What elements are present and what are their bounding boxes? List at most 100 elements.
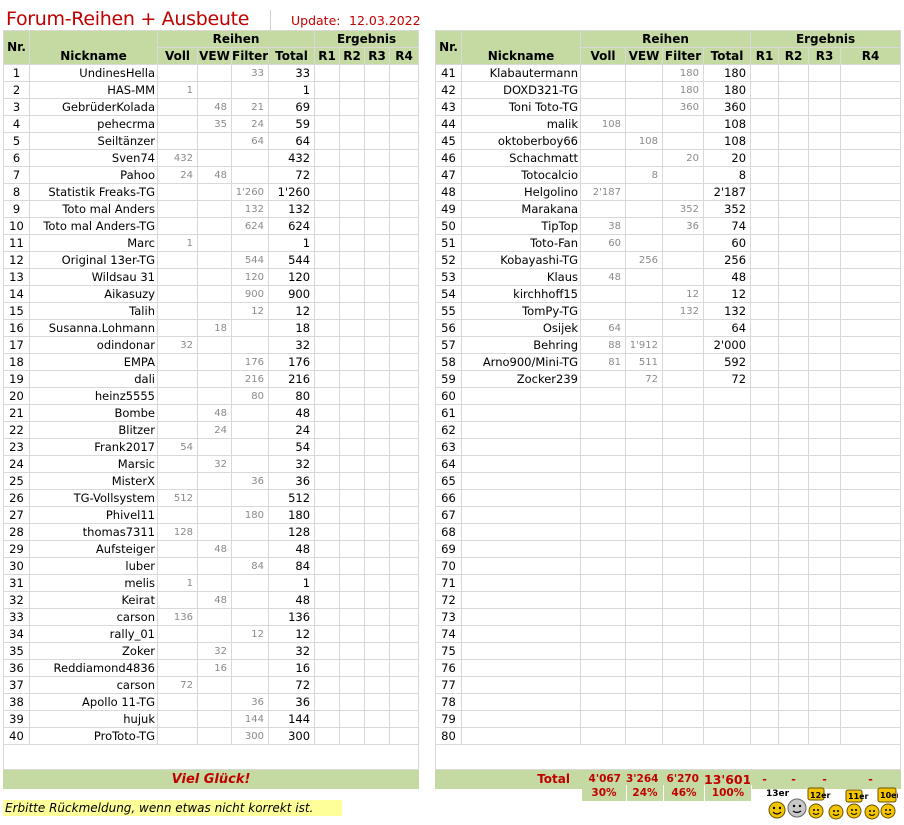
row-vew [625,200,663,218]
row-r3 [808,370,842,388]
row-vew [197,302,232,320]
row-r4 [840,710,902,728]
row-total: 1'260 [267,183,316,201]
row-vew: 18 [197,319,232,337]
row-r4 [389,642,420,660]
row-total: 180 [702,64,752,82]
row-voll [580,591,626,609]
row-r3 [808,64,842,82]
row-filter: 80 [231,387,269,405]
row-r3 [808,591,842,609]
row-r2 [778,591,810,609]
row-filter: 12 [231,625,269,643]
row-nickname [461,404,581,422]
table-row: 47 Totocalcio 8 8 [435,166,902,184]
row-vew [197,268,232,286]
row-r2 [339,727,366,745]
row-number: 65 [435,472,462,490]
row-nickname: Keirat [29,591,158,609]
row-number: 45 [435,132,462,150]
table-row: 75 [435,642,902,660]
row-r4 [840,115,902,133]
row-nickname: Blitzer [29,421,158,439]
row-r2 [778,676,810,694]
row-number: 50 [435,217,462,235]
row-vew: 72 [625,370,663,388]
row-r2 [339,659,366,677]
row-r3 [364,234,391,252]
row-filter [662,523,704,541]
row-r2 [339,353,366,371]
row-total: 64 [267,132,316,150]
row-total: 16 [267,659,316,677]
row-r2 [339,557,366,575]
row-vew [197,727,232,745]
row-vew: 24 [197,421,232,439]
col-header-nr: Nr. [435,30,462,65]
row-filter [662,642,704,660]
row-vew [625,455,663,473]
row-vew: 511 [625,353,663,371]
row-filter [231,489,269,507]
row-voll [157,557,198,575]
row-vew [625,217,663,235]
row-r1 [750,625,780,643]
row-vew [197,285,232,303]
row-vew [197,625,232,643]
row-r3 [364,370,391,388]
row-filter [662,132,704,150]
row-r2 [778,710,810,728]
col-header-r4: R4 [389,47,420,65]
row-total: 72 [267,166,316,184]
row-voll [580,166,626,184]
row-r3 [364,166,391,184]
row-r3 [808,132,842,150]
row-total: 136 [267,608,316,626]
row-filter [662,404,704,422]
row-r2 [339,506,366,524]
row-r4 [840,727,902,745]
row-vew [625,319,663,337]
table-row: 66 [435,489,902,507]
row-nickname [461,693,581,711]
row-r1 [314,387,341,405]
row-r3 [364,98,391,116]
table-row: 11 Marc 1 1 [3,234,420,252]
row-r1 [314,540,341,558]
row-voll [580,64,626,82]
row-r1 [314,370,341,388]
row-filter: 64 [231,132,269,150]
row-r3 [364,302,391,320]
row-voll [580,574,626,592]
col-header-vew: VEW [197,47,232,65]
row-r1 [750,523,780,541]
table-row: 21 Bombe 48 48 [3,404,420,422]
row-voll [157,268,198,286]
right-table-body: 41 Klabautermann 180 180 42 DOXD321-TG 180 180 4… [435,64,902,745]
row-total [702,693,752,711]
row-r3 [364,625,391,643]
row-number: 26 [3,489,30,507]
row-r1 [750,472,780,490]
row-filter [662,540,704,558]
row-filter [662,472,704,490]
row-r1 [750,115,780,133]
row-r2 [339,336,366,354]
row-nickname [461,421,581,439]
row-r4 [840,64,902,82]
row-r3 [808,183,842,201]
row-r2 [339,64,366,82]
row-total: 8 [702,166,752,184]
row-vew [197,370,232,388]
row-r3 [364,319,391,337]
table-row: 38 Apollo 11-TG 36 36 [3,693,420,711]
row-number: 57 [435,336,462,354]
row-vew [625,234,663,252]
row-r1 [314,727,341,745]
row-voll [157,404,198,422]
row-nickname: thomas7311 [29,523,158,541]
row-r3 [364,472,391,490]
row-number: 58 [435,353,462,371]
left-table-body: 1 UndinesHella 33 33 2 HAS-MM 1 1 3 GebrüderKolad… [3,64,420,745]
row-total: 18 [267,319,316,337]
